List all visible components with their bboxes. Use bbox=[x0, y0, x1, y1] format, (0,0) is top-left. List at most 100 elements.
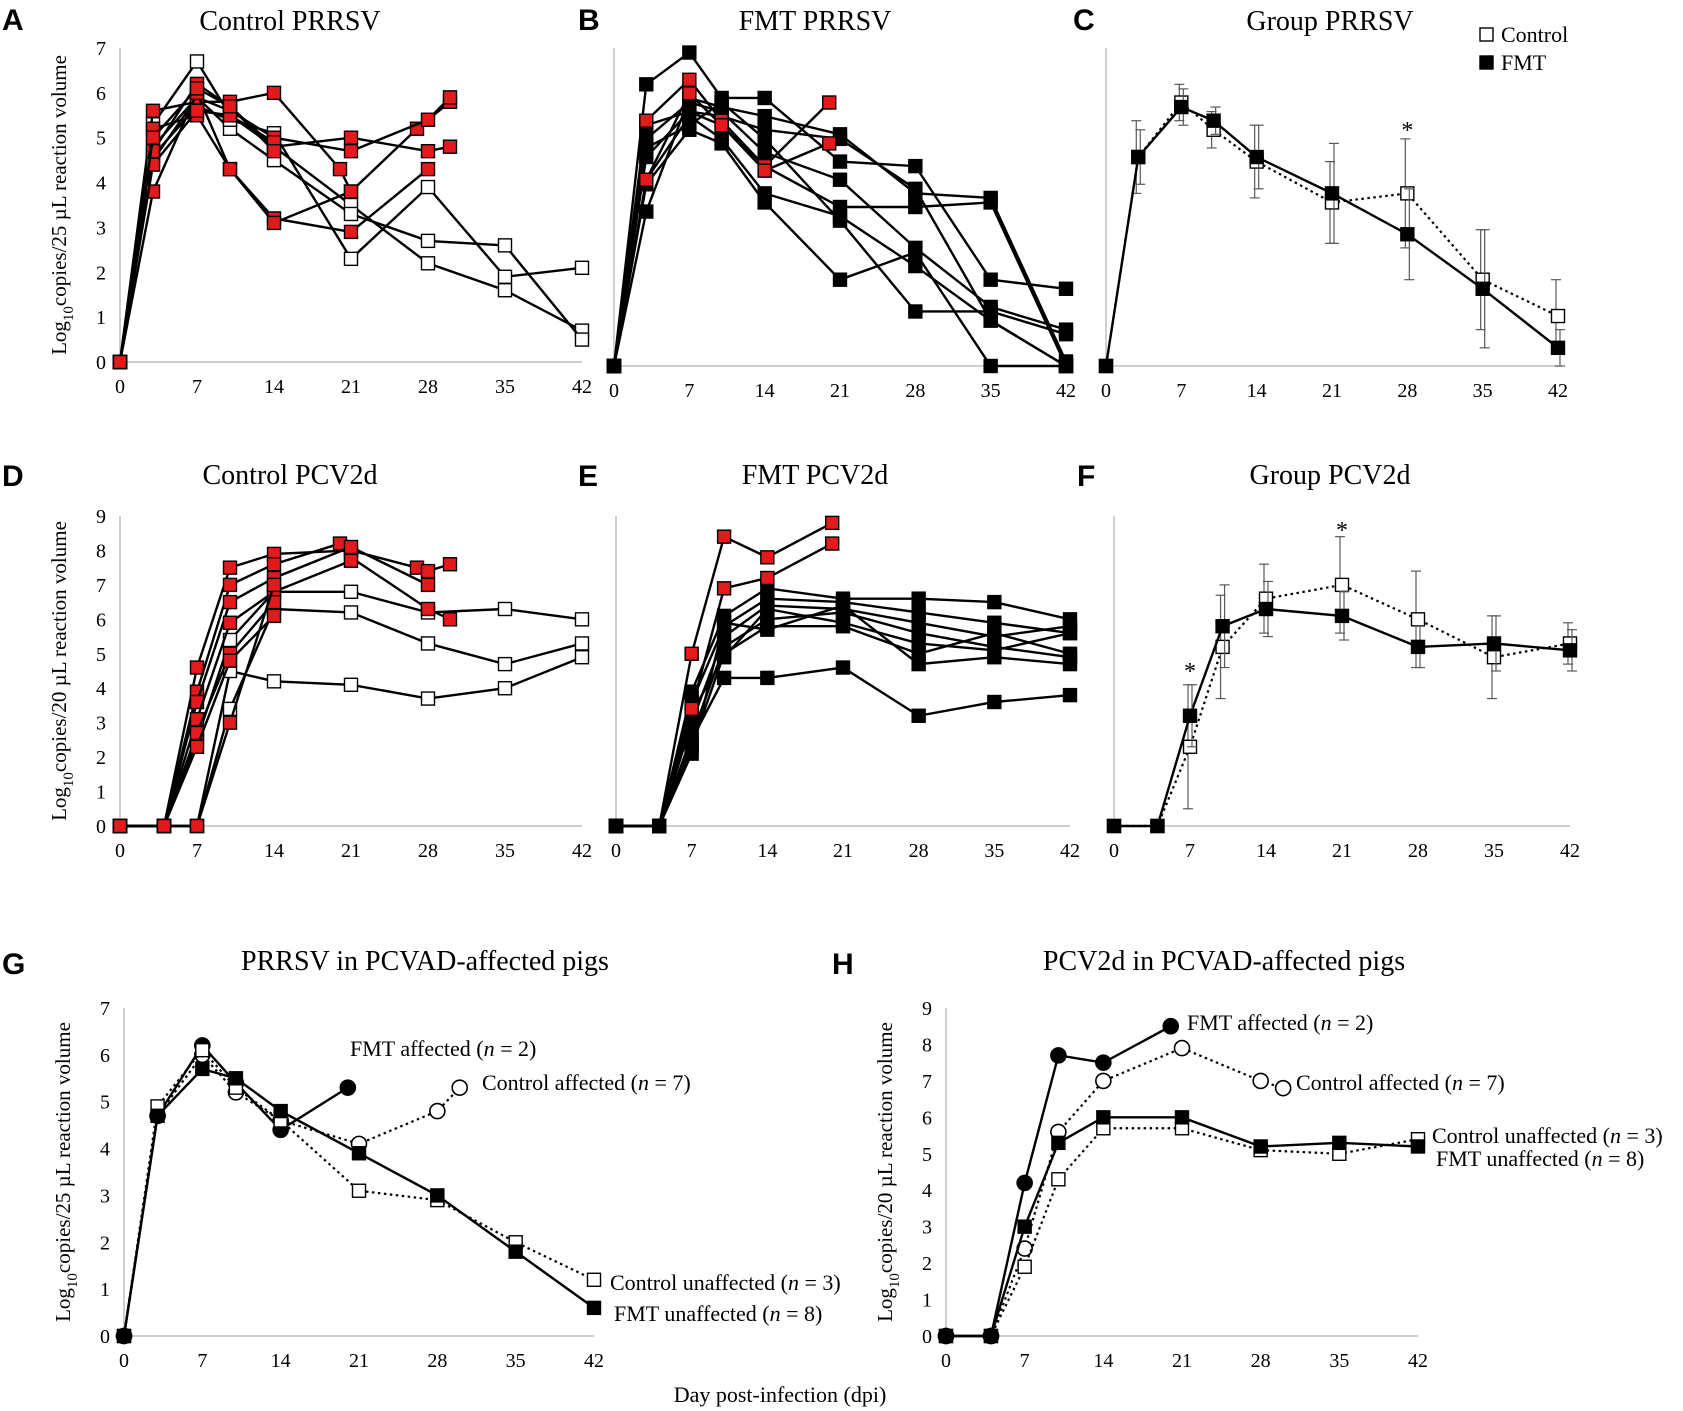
data-point bbox=[343, 130, 359, 145]
series-control-pig-6 bbox=[112, 76, 458, 370]
data-point bbox=[420, 179, 436, 195]
data-point bbox=[1174, 99, 1189, 115]
data-point bbox=[1550, 308, 1566, 324]
y-tick-label: 4 bbox=[96, 173, 106, 195]
data-point bbox=[1174, 1110, 1190, 1125]
data-point bbox=[430, 1188, 445, 1203]
x-tick-label: 0 bbox=[115, 840, 125, 862]
data-point bbox=[442, 139, 458, 154]
panel-label: B bbox=[578, 4, 600, 37]
y-axis-label: Log10copies/25 µL reaction volume bbox=[51, 1022, 81, 1322]
panel-label: D bbox=[2, 460, 24, 493]
data-point bbox=[1410, 639, 1426, 655]
series-line bbox=[616, 604, 1071, 828]
data-point bbox=[716, 529, 732, 544]
data-point bbox=[608, 818, 624, 834]
series-label: Control affected (n = 7) bbox=[1296, 1070, 1505, 1095]
data-point bbox=[343, 184, 359, 199]
series-label: FMT affected (n = 2) bbox=[1187, 1010, 1373, 1035]
legend: Control FMT bbox=[1479, 22, 1568, 75]
data-point bbox=[343, 553, 359, 568]
data-point bbox=[987, 694, 1002, 710]
data-point bbox=[266, 674, 282, 689]
y-tick-label: 4 bbox=[96, 678, 106, 700]
data-point bbox=[682, 104, 697, 119]
x-tick-label: 42 bbox=[1408, 1350, 1428, 1372]
x-tick-label: 28 bbox=[905, 380, 925, 402]
data-point bbox=[1095, 1072, 1112, 1090]
y-tick-label: 8 bbox=[922, 1034, 932, 1056]
y-tick-label: 7 bbox=[96, 575, 106, 597]
x-tick-label: 42 bbox=[1548, 380, 1568, 402]
data-point bbox=[606, 358, 622, 374]
y-tick-label: 1 bbox=[922, 1290, 932, 1312]
data-point bbox=[266, 215, 282, 231]
panel-label: E bbox=[578, 460, 598, 493]
data-point bbox=[652, 818, 667, 834]
x-tick-label: 14 bbox=[1256, 840, 1276, 862]
data-point bbox=[757, 163, 772, 178]
data-point bbox=[832, 213, 848, 228]
y-tick-label: 3 bbox=[96, 217, 106, 239]
data-point bbox=[908, 245, 923, 260]
data-point bbox=[266, 557, 282, 572]
significance-star: * bbox=[1336, 518, 1348, 544]
data-point bbox=[757, 122, 772, 137]
data-point bbox=[1062, 656, 1078, 672]
x-tick-label: 21 bbox=[1172, 1350, 1192, 1372]
data-point bbox=[1051, 1172, 1066, 1187]
data-point bbox=[911, 656, 926, 672]
x-tick-label: 21 bbox=[1332, 840, 1352, 862]
data-point bbox=[497, 681, 513, 696]
data-point bbox=[228, 1071, 244, 1086]
series-line bbox=[118, 82, 451, 363]
series-control-pig-1 bbox=[112, 584, 590, 834]
panel-d: D Control PCV2d 0 7 14 21 28 35 42 0 1 2 3 4 5 6 7 8 9 Log1… bbox=[2, 460, 592, 862]
data-point bbox=[757, 195, 772, 210]
data-point bbox=[343, 605, 359, 620]
x-tick-label: 28 bbox=[909, 840, 929, 862]
data-point bbox=[420, 691, 436, 706]
data-point bbox=[983, 272, 998, 287]
y-tick-label: 6 bbox=[922, 1107, 932, 1129]
y-tick-label: 9 bbox=[96, 506, 106, 528]
y-tick-label: 4 bbox=[922, 1180, 932, 1202]
y-tick-label: 3 bbox=[922, 1217, 932, 1239]
data-point bbox=[343, 224, 359, 240]
series-line bbox=[616, 607, 1071, 828]
y-axis-label: Log10copies/20 µL reaction volume bbox=[873, 1022, 903, 1322]
series-control-affected bbox=[115, 1046, 469, 1345]
y-tick-label: 2 bbox=[96, 747, 106, 769]
series-line bbox=[118, 95, 451, 363]
series-line bbox=[946, 1127, 1419, 1338]
data-point bbox=[1106, 818, 1122, 834]
series-line bbox=[616, 604, 1071, 828]
x-tick-label: 7 bbox=[687, 840, 697, 862]
data-point bbox=[1486, 636, 1502, 651]
data-point bbox=[574, 332, 590, 347]
y-tick-label: 0 bbox=[96, 352, 106, 374]
data-point bbox=[266, 577, 282, 593]
data-point bbox=[112, 354, 128, 370]
series-fmt bbox=[1106, 580, 1578, 834]
y-tick-label: 6 bbox=[96, 83, 106, 105]
series-line bbox=[122, 1067, 595, 1337]
data-point bbox=[189, 818, 205, 834]
data-point bbox=[574, 612, 590, 627]
x-tick-label: 28 bbox=[1251, 1350, 1271, 1372]
data-point bbox=[1058, 327, 1074, 342]
x-tick-label: 35 bbox=[981, 380, 1001, 402]
x-tick-label: 21 bbox=[833, 840, 853, 862]
legend-label-control: Control bbox=[1501, 22, 1568, 47]
data-point bbox=[983, 1328, 999, 1344]
y-tick-label: 5 bbox=[100, 1092, 110, 1114]
data-point bbox=[586, 1272, 602, 1287]
significance-star: * bbox=[1401, 118, 1413, 144]
x-tick-label: 21 bbox=[830, 380, 850, 402]
y-tick-label: 5 bbox=[96, 128, 106, 150]
y-tick-label: 6 bbox=[100, 1045, 110, 1067]
data-point bbox=[987, 643, 1002, 658]
series-control-pig-2 bbox=[112, 601, 590, 834]
series-label: FMT unaffected (n = 8) bbox=[1436, 1146, 1644, 1171]
